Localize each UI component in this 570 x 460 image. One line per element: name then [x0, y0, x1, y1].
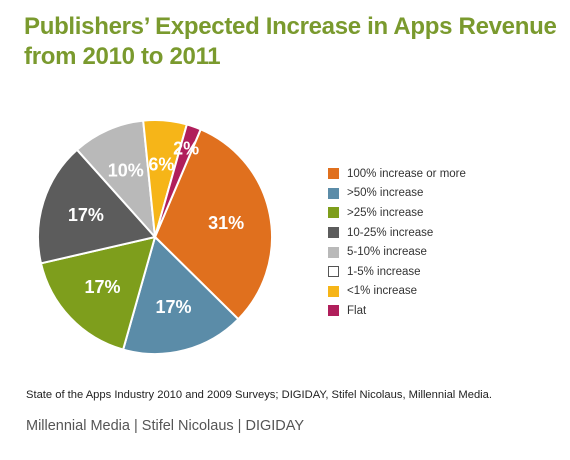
chart-title: Publishers’ Expected Increase in Apps Re… — [24, 12, 564, 72]
legend-item-8: Flat — [328, 301, 466, 321]
pie-slice-8 — [154, 123, 203, 238]
footer-credits: Millennial Media | Stifel Nicolaus | DIG… — [26, 418, 305, 434]
legend-label: 10-25% increase — [347, 226, 434, 239]
legend-swatch — [328, 207, 339, 219]
legend-item-4: 10-25% increase — [328, 223, 466, 243]
pie-slice-label-7: 6% — [148, 155, 174, 175]
legend-swatch — [328, 227, 339, 239]
chart-title-line-1: Publishers’ Expected Increase in Apps Re… — [24, 13, 557, 40]
pie-slice-5 — [75, 119, 157, 240]
legend-swatch — [328, 305, 339, 317]
legend-label: 1-5% increase — [347, 265, 421, 278]
pie-slice-label-4: 17% — [68, 205, 104, 225]
chart-title-line-2: from 2010 to 2011 — [24, 43, 221, 70]
pie-slice-label-2: 17% — [156, 297, 192, 317]
legend-label: >25% increase — [347, 206, 424, 219]
pie-slice-label-5: 10% — [108, 161, 144, 181]
pie-slice-label-1: 31% — [208, 213, 244, 233]
legend-swatch — [328, 168, 339, 180]
legend-label: 100% increase or more — [347, 167, 466, 180]
source-note: State of the Apps Industry 2010 and 2009… — [26, 389, 492, 401]
legend-label: Flat — [347, 304, 367, 317]
pie-slice-4 — [37, 148, 157, 265]
legend-swatch — [328, 266, 339, 278]
legend-item-6: 1-5% increase — [328, 262, 466, 282]
pie-slice-label-3: 17% — [84, 277, 120, 297]
legend-item-2: >50% increase — [328, 184, 466, 204]
pie-slice-3 — [39, 235, 157, 351]
legend-item-1: 100% increase or more — [328, 164, 466, 184]
pie-slice-label-8: 2% — [173, 139, 199, 159]
legend-item-7: <1% increase — [328, 282, 466, 302]
legend-swatch — [328, 285, 339, 297]
legend-swatch — [328, 246, 339, 258]
legend-label: <1% increase — [347, 285, 417, 298]
chart-legend: 100% increase or more >50% increase >25% i… — [328, 164, 466, 321]
legend-label: 5-10% increase — [347, 246, 427, 259]
legend-item-5: 5-10% increase — [328, 242, 466, 262]
pie-slice-1 — [153, 127, 273, 321]
pie-slice-2 — [121, 235, 240, 355]
legend-item-3: >25% increase — [328, 203, 466, 223]
legend-label: >50% increase — [347, 187, 424, 200]
legend-swatch — [328, 187, 339, 199]
